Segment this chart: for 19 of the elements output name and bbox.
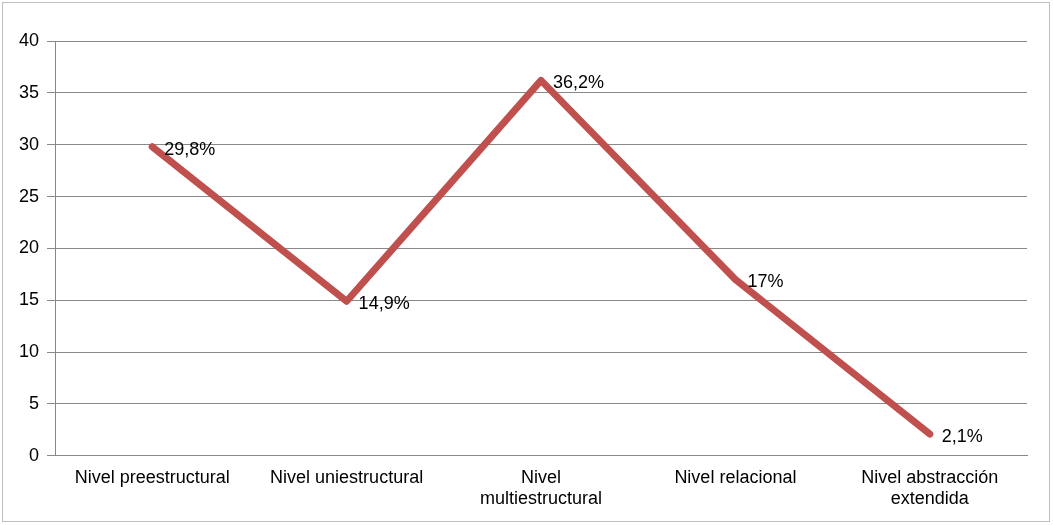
y-tick-label: 20 (18, 237, 40, 258)
x-tick-label: Nivel relacional (674, 466, 797, 487)
y-tick-label: 30 (18, 133, 40, 154)
y-tick-label: 35 (18, 81, 40, 102)
data-label: 29,8% (164, 138, 216, 159)
y-tick-label: 10 (18, 341, 40, 362)
data-label: 36,2% (553, 72, 605, 93)
y-tick-label: 25 (18, 185, 40, 206)
data-label: 2,1% (941, 425, 983, 446)
x-tick-label: Nivel abstracción extendida (861, 466, 999, 509)
data-label: 14,9% (358, 293, 410, 314)
x-tick-label: Nivel preestructural (74, 466, 230, 487)
x-tick-label: Nivel uniestructural (270, 466, 424, 487)
y-tick-label: 0 (29, 444, 40, 465)
x-tick-label: Nivel multiestructural (479, 466, 603, 509)
y-tick-label: 40 (18, 29, 40, 50)
data-label: 17% (747, 271, 784, 292)
y-tick-label: 15 (18, 289, 40, 310)
y-tick-label: 5 (29, 392, 40, 413)
